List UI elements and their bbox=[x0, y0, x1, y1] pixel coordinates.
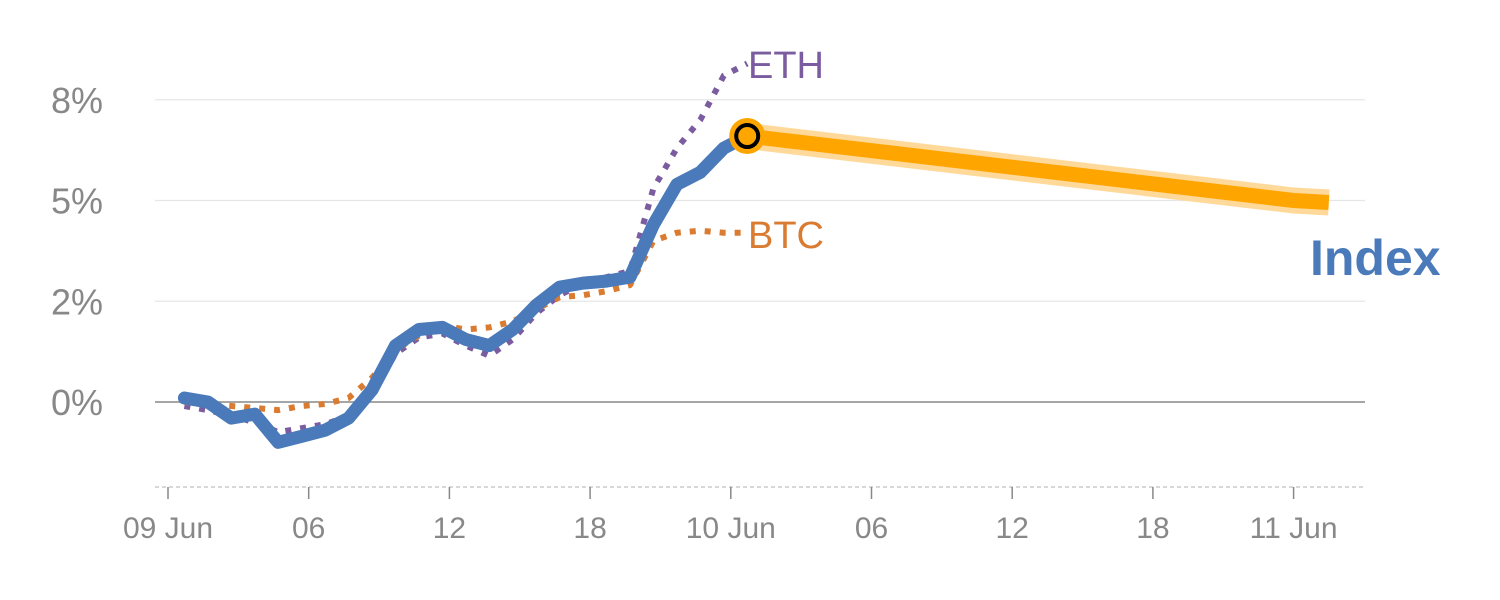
x-tick-label: 18 bbox=[1136, 512, 1169, 545]
current-point-marker bbox=[734, 123, 761, 150]
btc-series-label: BTC bbox=[748, 215, 824, 257]
x-tick-label: 12 bbox=[996, 512, 1029, 545]
y-tick-label: 8% bbox=[51, 80, 103, 121]
y-tick-label: 0% bbox=[51, 382, 103, 423]
eth-series-label: ETH bbox=[748, 45, 824, 87]
btc-series-line bbox=[184, 227, 748, 414]
y-axis-ticks: 0% 2% 5% 8% bbox=[51, 80, 103, 423]
y-tick-label: 5% bbox=[51, 181, 103, 222]
x-tick-label: 06 bbox=[292, 512, 325, 545]
index-series-line bbox=[177, 129, 754, 449]
eth-series-line bbox=[183, 60, 749, 436]
plot-area bbox=[177, 60, 1330, 449]
x-tick-label: 10 Jun bbox=[686, 512, 776, 545]
x-tick-label: 06 bbox=[855, 512, 888, 545]
y-tick-label: 2% bbox=[51, 281, 103, 322]
x-axis-ticks: 09 Jun 06 12 18 10 Jun 06 12 18 11 Jun bbox=[123, 487, 1338, 545]
x-tick-label: 11 Jun bbox=[1250, 512, 1338, 545]
x-tick-label: 18 bbox=[573, 512, 606, 545]
forecast-band bbox=[746, 128, 1330, 210]
index-series-label: Index bbox=[1310, 230, 1441, 286]
x-tick-label: 12 bbox=[433, 512, 466, 545]
x-tick-label: 09 Jun bbox=[123, 512, 213, 545]
